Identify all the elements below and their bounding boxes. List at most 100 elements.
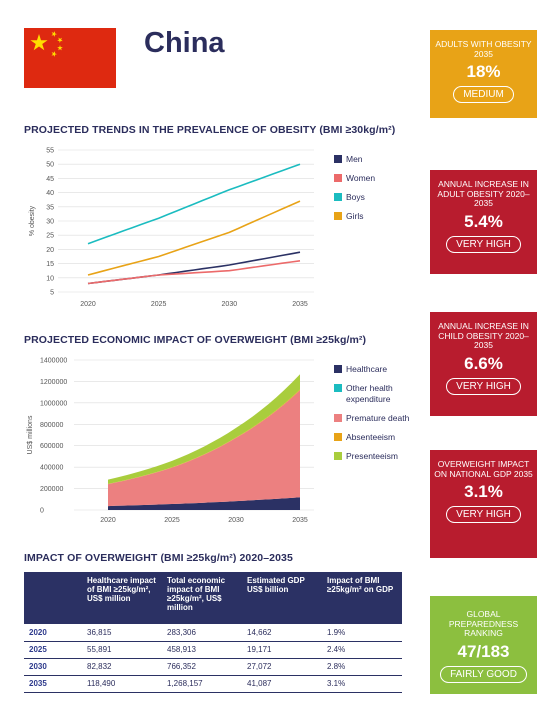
legend-swatch xyxy=(334,155,342,163)
kpi-rating-badge: VERY HIGH xyxy=(446,235,521,253)
legend-label: Women xyxy=(346,173,376,183)
y-tick-label: 20 xyxy=(46,247,54,254)
table-cell: 19,171 xyxy=(242,641,322,659)
x-tick-label: 2020 xyxy=(80,301,96,308)
kpi-label: ANNUAL INCREASE IN CHILD OBESITY 2020–20… xyxy=(438,321,529,350)
legend-label: Premature death xyxy=(346,413,410,423)
trends-section-title: PROJECTED TRENDS IN THE PREVALENCE OF OB… xyxy=(24,124,396,136)
table-header-cell: Impact of BMI ≥25kg/m² on GDP xyxy=(322,572,402,624)
flag-stars xyxy=(30,31,63,57)
y-tick-label: 15 xyxy=(46,261,54,268)
country-title: China xyxy=(144,27,225,59)
table-cell: 55,891 xyxy=(82,641,162,659)
legend-item-presenteeism: Presenteeism xyxy=(334,451,416,462)
series-line-boys xyxy=(87,163,301,245)
flag-field xyxy=(24,28,116,88)
x-tick-label: 2035 xyxy=(292,517,308,524)
table-header-row: Healthcare impact of BMI ≥25kg/m², US$ m… xyxy=(24,572,402,624)
y-tick-label: 25 xyxy=(46,233,54,240)
area-premature-death xyxy=(108,390,300,507)
legend-swatch xyxy=(334,212,342,220)
kpi-rating-badge: VERY HIGH xyxy=(446,377,521,395)
kpi-adult-obesity-increase: ANNUAL INCREASE IN ADULT OBESITY 2020–20… xyxy=(430,170,537,274)
y-tick-label: 600000 xyxy=(40,443,63,450)
kpi-gdp-impact: OVERWEIGHT IMPACT ON NATIONAL GDP 2035 3… xyxy=(430,450,537,558)
table-cell: 118,490 xyxy=(82,675,162,693)
table-cell: 14,662 xyxy=(242,624,322,642)
table-cell: 36,815 xyxy=(82,624,162,642)
y-tick-label: 400000 xyxy=(40,465,63,472)
kpi-adults-obesity-2035: ADULTS WITH OBESITY 2035 18% MEDIUM xyxy=(430,30,537,118)
kpi-label: ADULTS WITH OBESITY 2035 xyxy=(435,39,532,59)
table-cell: 1,268,157 xyxy=(162,675,242,693)
legend-label: Absenteeism xyxy=(346,432,396,442)
table-cell: 3.1% xyxy=(322,675,402,693)
kpi-value: 6.6% xyxy=(464,353,503,373)
kpi-rating-badge: VERY HIGH xyxy=(446,506,521,523)
y-tick-label: 30 xyxy=(46,219,54,226)
y-tick-label: 45 xyxy=(46,176,54,183)
legend-swatch xyxy=(334,452,342,460)
legend-item-men: Men xyxy=(334,154,375,165)
legend-label: Presenteeism xyxy=(346,451,398,461)
kpi-label: OVERWEIGHT IMPACT ON NATIONAL GDP 2035 xyxy=(434,459,533,479)
legend-swatch xyxy=(334,384,342,392)
legend-label: Men xyxy=(346,154,363,164)
series-line-women xyxy=(87,260,301,285)
y-tick-label: 50 xyxy=(46,162,54,169)
y-tick-label: 5 xyxy=(50,290,54,297)
table-cell: 283,306 xyxy=(162,624,242,642)
kpi-value: 47/183 xyxy=(457,641,510,661)
legend-swatch xyxy=(334,414,342,422)
table-row: 2020 36,815 283,306 14,662 1.9% xyxy=(24,624,402,642)
legend-swatch xyxy=(334,433,342,441)
table-cell: 458,913 xyxy=(162,641,242,659)
table-header-cell: Estimated GDP US$ billion xyxy=(242,572,322,624)
table-row: 2025 55,891 458,913 19,171 2.4% xyxy=(24,641,402,659)
y-tick-label: 1000000 xyxy=(40,400,67,407)
y-tick-label: 1400000 xyxy=(40,358,67,365)
y-tick-label: 10 xyxy=(46,275,54,282)
table-row: 2035 118,490 1,268,157 41,087 3.1% xyxy=(24,675,402,693)
x-tick-label: 2020 xyxy=(100,517,116,524)
kpi-label: GLOBAL PREPAREDNESS RANKING xyxy=(448,609,519,638)
flag-star-icon xyxy=(51,31,57,37)
legend-item-women: Women xyxy=(334,173,375,184)
table-cell: 766,352 xyxy=(162,658,242,676)
flag-star-icon xyxy=(30,34,48,51)
kpi-rating-badge: MEDIUM xyxy=(453,86,514,103)
table-header-cell: Total economic impact of BMI ≥25kg/m², U… xyxy=(162,572,242,624)
table-cell-year: 2025 xyxy=(24,641,82,659)
legend-item-absenteeism: Absenteeism xyxy=(334,432,416,443)
kpi-label: ANNUAL INCREASE IN ADULT OBESITY 2020–20… xyxy=(437,179,530,208)
obesity-trend-legend: Men Women Boys Girls xyxy=(334,154,375,230)
flag-star-icon xyxy=(57,37,63,43)
flag-star-icon xyxy=(57,45,63,51)
x-tick-label: 2030 xyxy=(228,517,244,524)
series-line-girls xyxy=(87,200,301,276)
y-tick-label: 40 xyxy=(46,190,54,197)
x-tick-label: 2030 xyxy=(222,301,238,308)
economic-impact-legend: Healthcare Other health expenditure Prem… xyxy=(334,364,416,470)
legend-item-other-health: Other health expenditure xyxy=(334,383,416,405)
kpi-value: 18% xyxy=(466,62,501,81)
y-tick-label: 55 xyxy=(46,148,54,155)
table-cell: 2.8% xyxy=(322,658,402,676)
legend-swatch xyxy=(334,365,342,373)
y-tick-label: 35 xyxy=(46,204,54,211)
legend-swatch xyxy=(334,193,342,201)
x-tick-label: 2025 xyxy=(164,517,180,524)
legend-item-premature-death: Premature death xyxy=(334,413,416,424)
legend-label: Healthcare xyxy=(346,364,388,374)
table-cell: 82,832 xyxy=(82,658,162,676)
impact-section-title: IMPACT OF OVERWEIGHT (BMI ≥25kg/m²) 2020… xyxy=(24,552,293,564)
legend-item-girls: Girls xyxy=(334,211,375,222)
china-flag xyxy=(24,28,116,88)
legend-item-boys: Boys xyxy=(334,192,375,203)
y-tick-label: 800000 xyxy=(40,422,63,429)
table-cell: 41,087 xyxy=(242,675,322,693)
kpi-global-ranking: GLOBAL PREPAREDNESS RANKING 47/183 FAIRL… xyxy=(430,596,537,694)
x-tick-label: 2025 xyxy=(151,301,167,308)
table-cell: 27,072 xyxy=(242,658,322,676)
